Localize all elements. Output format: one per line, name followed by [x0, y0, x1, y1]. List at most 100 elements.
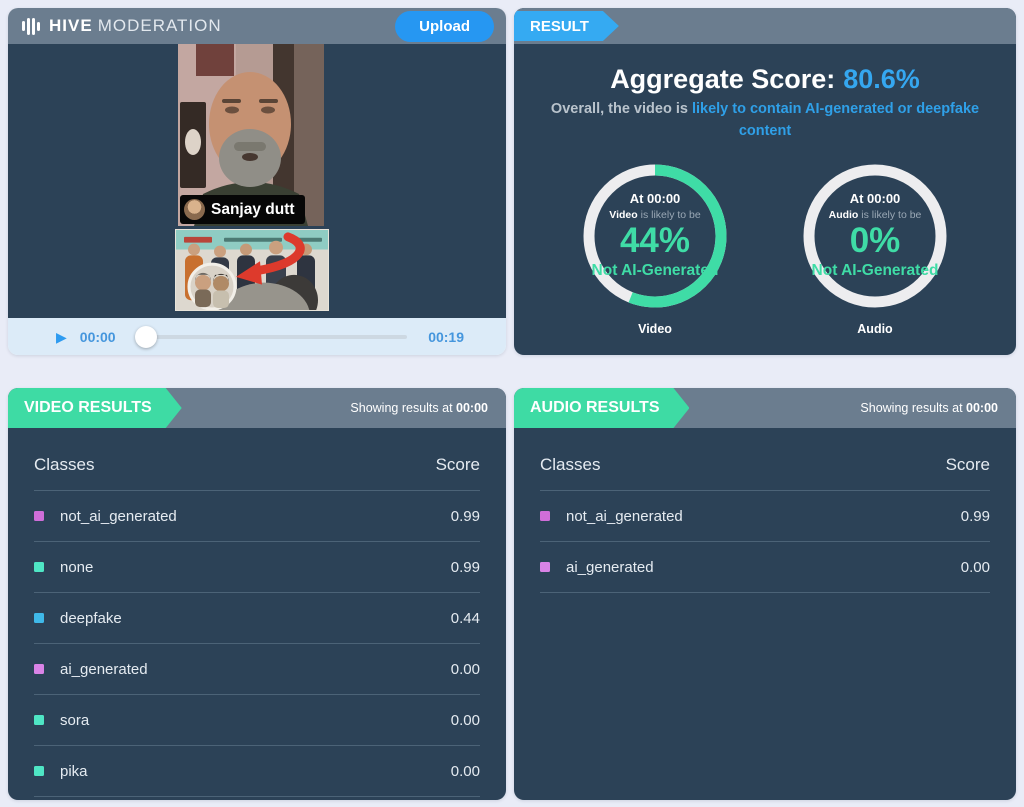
class-label: pika	[60, 762, 88, 780]
class-label: none	[60, 558, 94, 576]
class-label: not_ai_generated	[566, 507, 683, 525]
table-row: pika 0.00	[34, 746, 480, 797]
video-showing-results: Showing results at 00:00	[350, 401, 506, 415]
gauge-verdict: Not AI-Generated	[811, 261, 939, 279]
class-swatch	[34, 766, 44, 776]
video-results-tag: VIDEO RESULTS	[8, 388, 182, 428]
audio-results-tag: AUDIO RESULTS	[514, 388, 689, 428]
gauge-subject: Audio	[828, 209, 859, 222]
current-time: 00:00	[79, 328, 116, 345]
aggregate-value: 80.6%	[843, 64, 920, 94]
class-score: 0.44	[450, 609, 480, 627]
gauge-time: At 00:00	[849, 191, 901, 207]
video-table-rows: not_ai_generated 0.99 none 0.99 deepfake…	[34, 491, 480, 797]
showing-time: 00:00	[966, 401, 998, 415]
video-gauge-text: At 00:00 Video is likely to be 44% Not A…	[576, 157, 734, 315]
audio-gauge-text: At 00:00 Audio is likely to be 0% Not AI…	[796, 157, 954, 315]
class-label: ai_generated	[60, 660, 148, 678]
aggregate-label: Aggregate Score:	[610, 64, 836, 94]
video-player-panel: HIVE MODERATION Upload	[8, 8, 506, 355]
class-label: not_ai_generated	[60, 507, 177, 525]
gauge-subject: Video	[609, 209, 638, 222]
class-label: ai_generated	[566, 558, 654, 576]
hive-logo: HIVE MODERATION	[22, 16, 222, 36]
video-results-table: Classes Score not_ai_generated 0.99 none…	[8, 428, 506, 797]
table-row: ai_generated 0.00	[34, 644, 480, 695]
class-swatch	[34, 715, 44, 725]
class-score: 0.00	[450, 660, 480, 678]
summary-highlight: likely to contain AI-generated or deepfa…	[691, 101, 980, 139]
gauge-subtitle: Audio is likely to be	[829, 209, 922, 221]
table-row: not_ai_generated 0.99	[540, 491, 990, 542]
result-header: RESULT	[514, 8, 1016, 44]
audio-showing-results: Showing results at 00:00	[860, 401, 1016, 415]
score-column-header: Score	[435, 455, 480, 474]
video-results-panel: VIDEO RESULTS Showing results at 00:00 C…	[8, 388, 506, 800]
classes-column-header: Classes	[34, 455, 95, 474]
app-header: HIVE MODERATION Upload	[8, 8, 506, 44]
gauge-percent: 0%	[849, 221, 901, 261]
result-tag: RESULT	[514, 11, 619, 41]
result-summary: Overall, the video is likely to contain …	[544, 99, 986, 143]
class-score: 0.00	[450, 762, 480, 780]
video-stage[interactable]: Sanjay dutt	[8, 44, 506, 318]
video-table-head: Classes Score	[34, 428, 480, 491]
table-row: none 0.99	[34, 542, 480, 593]
class-swatch	[34, 562, 44, 572]
caption-name: Sanjay dutt	[211, 200, 295, 218]
class-label: sora	[60, 711, 90, 729]
secondary-frame-art	[176, 230, 328, 310]
gauges: At 00:00 Video is likely to be 44% Not A…	[514, 143, 1016, 336]
table-row: sora 0.00	[34, 695, 480, 746]
video-gauge-ring: At 00:00 Video is likely to be 44% Not A…	[576, 157, 734, 315]
video-name-caption: Sanjay dutt	[180, 195, 305, 224]
showing-prefix: Showing results at	[860, 401, 967, 415]
audio-gauge-label: Audio	[857, 321, 893, 336]
video-frame-main[interactable]: Sanjay dutt	[178, 44, 324, 226]
seek-knob[interactable]	[134, 325, 157, 348]
table-row: not_ai_generated 0.99	[34, 491, 480, 542]
video-gauge: At 00:00 Video is likely to be 44% Not A…	[576, 157, 734, 336]
class-swatch	[34, 613, 44, 623]
showing-prefix: Showing results at	[350, 401, 457, 415]
gauge-arc	[583, 164, 727, 307]
showing-time: 00:00	[456, 401, 488, 415]
brand-moderation: MODERATION	[97, 16, 222, 35]
hive-logo-icon	[22, 17, 40, 35]
table-row: deepfake 0.44	[34, 593, 480, 644]
brand-hive: HIVE	[49, 16, 93, 35]
class-score: 0.99	[450, 507, 480, 525]
gauge-percent: 44%	[619, 221, 691, 261]
audio-table-head: Classes Score	[540, 428, 990, 491]
aggregate-score: Aggregate Score: 80.6%	[514, 64, 1016, 95]
gauge-time: At 00:00	[629, 191, 681, 207]
class-label: deepfake	[60, 609, 122, 627]
audio-gauge: At 00:00 Audio is likely to be 0% Not AI…	[796, 157, 954, 336]
result-body: Aggregate Score: 80.6% Overall, the video…	[514, 44, 1016, 336]
summary-prefix: Overall, the video is	[550, 101, 688, 117]
class-swatch	[540, 562, 550, 572]
class-score: 0.00	[960, 558, 990, 576]
class-score: 0.99	[450, 558, 480, 576]
classes-column-header: Classes	[540, 455, 601, 474]
audio-results-table: Classes Score not_ai_generated 0.99 ai_g…	[514, 428, 1016, 593]
class-swatch	[34, 511, 44, 521]
video-frame-secondary[interactable]	[175, 229, 329, 311]
result-panel: RESULT Aggregate Score: 80.6% Overall, th…	[514, 8, 1016, 355]
player-controls: ▶ 00:00 00:19	[8, 318, 506, 355]
table-row: ai_generated 0.00	[540, 542, 990, 593]
audio-table-rows: not_ai_generated 0.99 ai_generated 0.00	[540, 491, 990, 593]
video-frame-art	[178, 44, 324, 226]
seek-bar[interactable]	[134, 325, 408, 348]
score-column-header: Score	[945, 455, 990, 474]
upload-button[interactable]: Upload	[395, 10, 494, 42]
audio-gauge-ring: At 00:00 Audio is likely to be 0% Not AI…	[796, 157, 954, 315]
audio-results-panel: AUDIO RESULTS Showing results at 00:00 C…	[514, 388, 1016, 800]
class-score: 0.99	[960, 507, 990, 525]
gauge-likely-text: is likely to be	[861, 209, 922, 222]
brand-text: HIVE MODERATION	[49, 16, 222, 36]
play-button[interactable]: ▶	[56, 328, 67, 345]
class-swatch	[540, 511, 550, 521]
caption-avatar	[184, 199, 205, 220]
class-score: 0.00	[450, 711, 480, 729]
